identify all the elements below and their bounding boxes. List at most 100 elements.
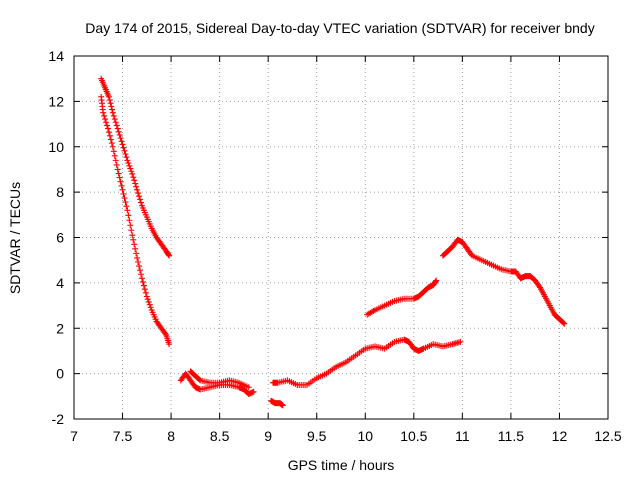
data-point bbox=[126, 162, 133, 169]
data-point bbox=[121, 147, 128, 154]
data-point bbox=[144, 296, 151, 303]
series-arc-1-upper bbox=[98, 75, 173, 259]
data-point bbox=[116, 174, 123, 181]
data-point bbox=[118, 138, 125, 145]
data-point bbox=[130, 174, 137, 181]
data-point bbox=[137, 196, 144, 203]
data-point bbox=[196, 376, 203, 383]
data-point bbox=[114, 125, 121, 132]
data-point bbox=[122, 151, 129, 158]
grid-lines bbox=[74, 56, 608, 419]
data-point bbox=[245, 384, 252, 391]
data-point bbox=[131, 177, 138, 184]
x-tick-label: 12 bbox=[552, 428, 568, 444]
data-point bbox=[142, 289, 149, 296]
data-point bbox=[119, 141, 126, 148]
y-axis-label: SDTVAR / TECUs bbox=[7, 182, 23, 294]
data-point bbox=[162, 330, 169, 337]
data-point bbox=[127, 222, 134, 229]
data-point bbox=[112, 157, 119, 164]
data-point bbox=[139, 278, 146, 285]
data-point bbox=[120, 190, 127, 197]
data-point bbox=[134, 254, 141, 261]
series-arc-4 bbox=[364, 277, 440, 318]
data-point bbox=[129, 170, 136, 177]
data-point bbox=[147, 304, 154, 311]
x-tick-label: 12.5 bbox=[594, 428, 621, 444]
series-arc-3 bbox=[270, 336, 464, 388]
chart-title: Day 174 of 2015, Sidereal Day-to-day VTE… bbox=[85, 20, 594, 36]
data-point bbox=[136, 193, 143, 200]
data-point bbox=[115, 128, 122, 135]
data-point bbox=[102, 116, 109, 123]
data-point bbox=[125, 160, 132, 167]
y-tick-label: 2 bbox=[56, 320, 64, 336]
y-tick-label: 14 bbox=[48, 48, 64, 64]
data-point bbox=[561, 320, 568, 327]
data-point bbox=[119, 186, 126, 193]
data-point bbox=[131, 241, 138, 248]
data-point bbox=[104, 125, 111, 132]
series-arc-5 bbox=[439, 236, 568, 327]
data-point bbox=[133, 250, 140, 257]
data-point bbox=[107, 136, 114, 143]
data-point bbox=[105, 93, 112, 100]
data-point bbox=[132, 180, 139, 187]
data-point bbox=[141, 286, 148, 293]
data-point bbox=[107, 100, 114, 107]
data-point bbox=[165, 251, 172, 258]
y-tick-label: 12 bbox=[48, 93, 64, 109]
data-point bbox=[130, 236, 137, 243]
data-point bbox=[111, 152, 118, 159]
data-point bbox=[166, 252, 173, 259]
data-point bbox=[146, 301, 153, 308]
data-point bbox=[129, 232, 136, 239]
data-point bbox=[116, 131, 123, 138]
data-point bbox=[122, 199, 129, 206]
x-tick-label: 9 bbox=[264, 428, 272, 444]
data-point bbox=[126, 217, 133, 224]
data-point bbox=[135, 190, 142, 197]
data-point bbox=[128, 168, 135, 175]
x-tick-label: 9.5 bbox=[307, 428, 327, 444]
y-tick-label: -2 bbox=[52, 411, 65, 427]
data-point bbox=[120, 144, 127, 151]
y-tick-label: 10 bbox=[48, 139, 64, 155]
data-point bbox=[106, 97, 113, 104]
data-point bbox=[111, 116, 118, 123]
data-point bbox=[110, 112, 117, 119]
x-tick-label: 7 bbox=[70, 428, 78, 444]
data-point bbox=[433, 277, 440, 284]
data-point bbox=[138, 275, 145, 282]
data-point bbox=[115, 170, 122, 177]
data-point bbox=[536, 283, 543, 290]
data-point bbox=[127, 165, 134, 172]
data-point bbox=[457, 338, 464, 345]
data-point bbox=[108, 140, 115, 147]
data-point bbox=[109, 143, 116, 150]
y-tick-label: 8 bbox=[56, 184, 64, 200]
x-tick-label: 11.5 bbox=[498, 428, 524, 444]
y-tick-label: 4 bbox=[56, 275, 64, 291]
data-point bbox=[101, 112, 108, 119]
data-point bbox=[117, 178, 124, 185]
data-point bbox=[112, 119, 119, 126]
axis-ticks: 7 7.5 8 8.5 9 9.5 10 10.5 11 11.5 12 12.5 -2 0 2 4 6 8 10 1… bbox=[48, 48, 621, 444]
data-point bbox=[140, 282, 147, 289]
data-point bbox=[432, 278, 439, 285]
data-point bbox=[121, 195, 128, 202]
data-point bbox=[166, 341, 173, 348]
data-layer bbox=[98, 75, 568, 409]
data-point bbox=[108, 103, 115, 110]
data-point bbox=[114, 166, 121, 173]
data-point bbox=[123, 203, 130, 210]
data-point bbox=[250, 388, 257, 395]
x-axis-label: GPS time / hours bbox=[288, 457, 395, 473]
x-tick-label: 11 bbox=[455, 428, 470, 444]
data-point bbox=[109, 109, 116, 116]
data-point bbox=[145, 298, 152, 305]
data-point bbox=[132, 245, 139, 252]
data-point bbox=[137, 199, 144, 206]
data-point bbox=[124, 157, 131, 164]
